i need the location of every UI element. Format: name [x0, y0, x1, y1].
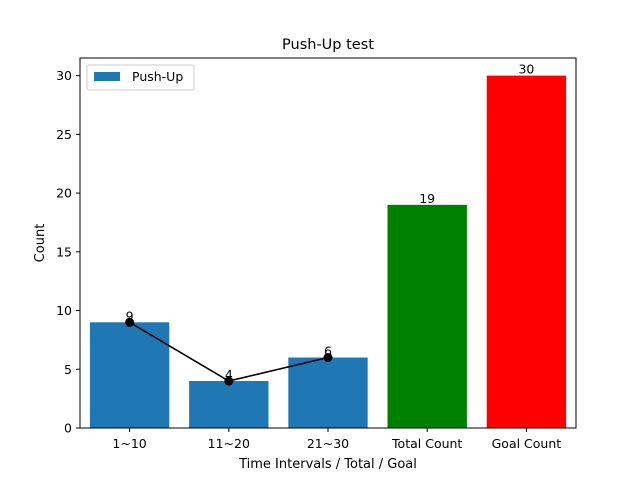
trend-point-1-10: [125, 317, 135, 327]
y-tick-label: 0: [64, 421, 72, 436]
bar-11-20: [189, 381, 269, 428]
legend-box: [86, 64, 195, 91]
bar-total-count: [387, 204, 467, 428]
bars-group: [89, 75, 567, 428]
x-tick-label-total-count: Total Count: [391, 436, 462, 451]
legend: Push-Up: [86, 64, 195, 91]
x-tick-label-21-30: 21~30: [307, 436, 349, 451]
y-tick-label: 20: [56, 186, 72, 201]
chart-title: Push-Up test: [282, 37, 374, 53]
y-tick-label: 30: [56, 68, 72, 83]
data-labels-group: 9 4 6 19 30: [126, 62, 535, 382]
legend-swatch-push-up: [94, 72, 120, 81]
y-tick-label: 10: [56, 303, 72, 318]
y-axis-ticks: 0 5 10 15 20 25 30: [56, 68, 80, 436]
x-tick-label-11-20: 11~20: [208, 436, 250, 451]
bar-value-label-goal-count: 30: [518, 62, 534, 77]
trend-point-11-20: [224, 376, 234, 386]
bar-goal-count: [486, 75, 567, 428]
line-overlay-group: [125, 317, 333, 386]
bar-value-label-11-20: 4: [225, 367, 233, 382]
legend-label-push-up: Push-Up: [132, 69, 183, 84]
y-tick-label: 5: [64, 362, 72, 377]
trend-point-21-30: [323, 353, 333, 363]
bar-1-10: [89, 322, 170, 428]
y-tick-label: 25: [56, 127, 72, 142]
x-axis-ticks: 1~10 11~20 21~30 Total Count Goal Count: [112, 428, 561, 451]
y-axis-label: Count: [33, 224, 48, 263]
x-tick-label-goal-count: Goal Count: [492, 436, 562, 451]
y-tick-label: 15: [56, 244, 72, 259]
bar-21-30: [288, 357, 368, 428]
bar-value-label-21-30: 6: [324, 344, 332, 359]
x-tick-label-1-10: 1~10: [112, 436, 146, 451]
x-axis-label: Time Intervals / Total / Goal: [238, 457, 417, 472]
bar-value-label-1-10: 9: [126, 308, 134, 323]
bar-value-label-total-count: 19: [419, 191, 435, 206]
